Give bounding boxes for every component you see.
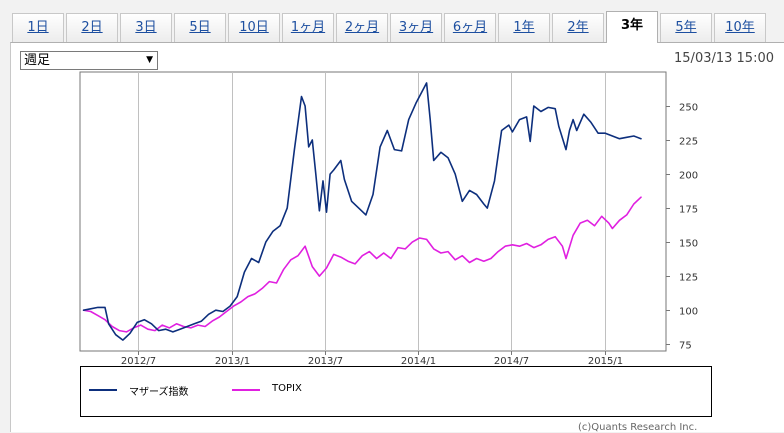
y-tick-label: 150 [679,239,698,250]
legend-label-topix: TOPIX [272,383,302,394]
tab-5days[interactable]: 5日 [174,13,226,42]
y-tick-label: 250 [679,103,698,114]
series-line-topix [82,196,642,333]
tab-10years[interactable]: 10年 [714,13,766,42]
x-tick-label: 2015/1 [588,356,623,367]
legend-item-topix: TOPIX [232,383,412,396]
series-line-mothers [82,82,642,341]
tab-2years[interactable]: 2年 [552,13,604,42]
legend-swatch-topix [232,389,260,391]
y-tick-label: 75 [679,341,692,352]
y-tick-label: 125 [679,273,698,284]
x-tick-label: 2014/7 [494,356,529,367]
legend-swatch-mothers [89,389,117,391]
y-tick-label: 225 [679,137,698,148]
x-tick-label: 2014/1 [401,356,436,367]
tab-6months[interactable]: 6ヶ月 [444,13,496,42]
tab-1day[interactable]: 1日 [12,13,64,42]
period-tab-bar: 1日 2日 3日 5日 10日 1ヶ月 2ヶ月 3ヶ月 6ヶ月 1年 2年 3年… [0,0,784,43]
legend-item-mothers: マザーズ指数 [89,384,269,398]
tab-3years[interactable]: 3年 [606,11,658,43]
tab-2days[interactable]: 2日 [66,13,118,42]
period-select-value: 週足 [24,53,51,68]
last-updated-datetime: 15/03/13 15:00 [674,51,774,66]
tab-3days[interactable]: 3日 [120,13,172,42]
tab-10days[interactable]: 10日 [228,13,280,42]
chart-legend: マザーズ指数 TOPIX [80,366,712,417]
y-tick-label: 100 [679,307,698,318]
x-tick-label: 2013/1 [215,356,250,367]
tab-1year[interactable]: 1年 [498,13,550,42]
tab-3months[interactable]: 3ヶ月 [390,13,442,42]
plot-area [79,71,667,352]
tab-2months[interactable]: 2ヶ月 [336,13,388,42]
tab-5years[interactable]: 5年 [660,13,712,42]
tab-1month[interactable]: 1ヶ月 [282,13,334,42]
y-tick-label: 175 [679,205,698,216]
legend-label-mothers: マザーズ指数 [129,387,189,398]
dropdown-arrow-icon: ▼ [146,55,153,65]
x-tick-label: 2012/7 [121,356,156,367]
y-tick-label: 200 [679,171,698,182]
period-select[interactable]: 週足 ▼ [20,51,158,70]
x-tick-label: 2013/7 [308,356,343,367]
copyright-credit: (c)Quants Research Inc. [578,422,698,433]
